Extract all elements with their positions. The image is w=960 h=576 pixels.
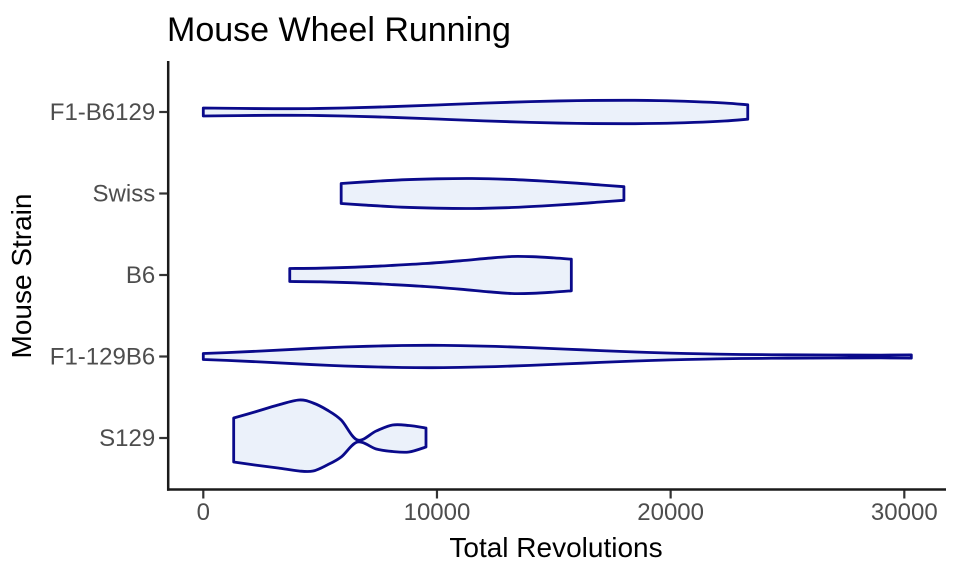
violin-s129 (232, 398, 428, 473)
x-tick-label: 10000 (404, 499, 471, 526)
y-tick-label: S129 (99, 425, 155, 452)
x-tick-label: 20000 (637, 499, 704, 526)
axes-layer (166, 61, 946, 491)
violin-b6 (288, 254, 573, 296)
violin-f1-b6129 (201, 98, 750, 126)
chart-title: Mouse Wheel Running (167, 11, 511, 49)
x-axis-title: Total Revolutions (449, 532, 662, 563)
x-tick-label: 30000 (871, 499, 938, 526)
y-tick-label: F1-B6129 (50, 99, 155, 126)
violins-layer (201, 98, 913, 473)
x-tick-label: 0 (197, 499, 210, 526)
violin-f1-129b6 (201, 343, 913, 370)
y-tick-label: B6 (126, 262, 155, 289)
y-tick-label: F1-129B6 (50, 344, 155, 371)
y-tick-label: Swiss (93, 181, 156, 208)
violin-swiss (339, 177, 626, 210)
y-axis-title: Mouse Strain (6, 194, 37, 359)
ticks-layer: 0 10000 20000 30000 F1-B6129 Swiss B6 F1-129B6 S… (50, 99, 938, 526)
